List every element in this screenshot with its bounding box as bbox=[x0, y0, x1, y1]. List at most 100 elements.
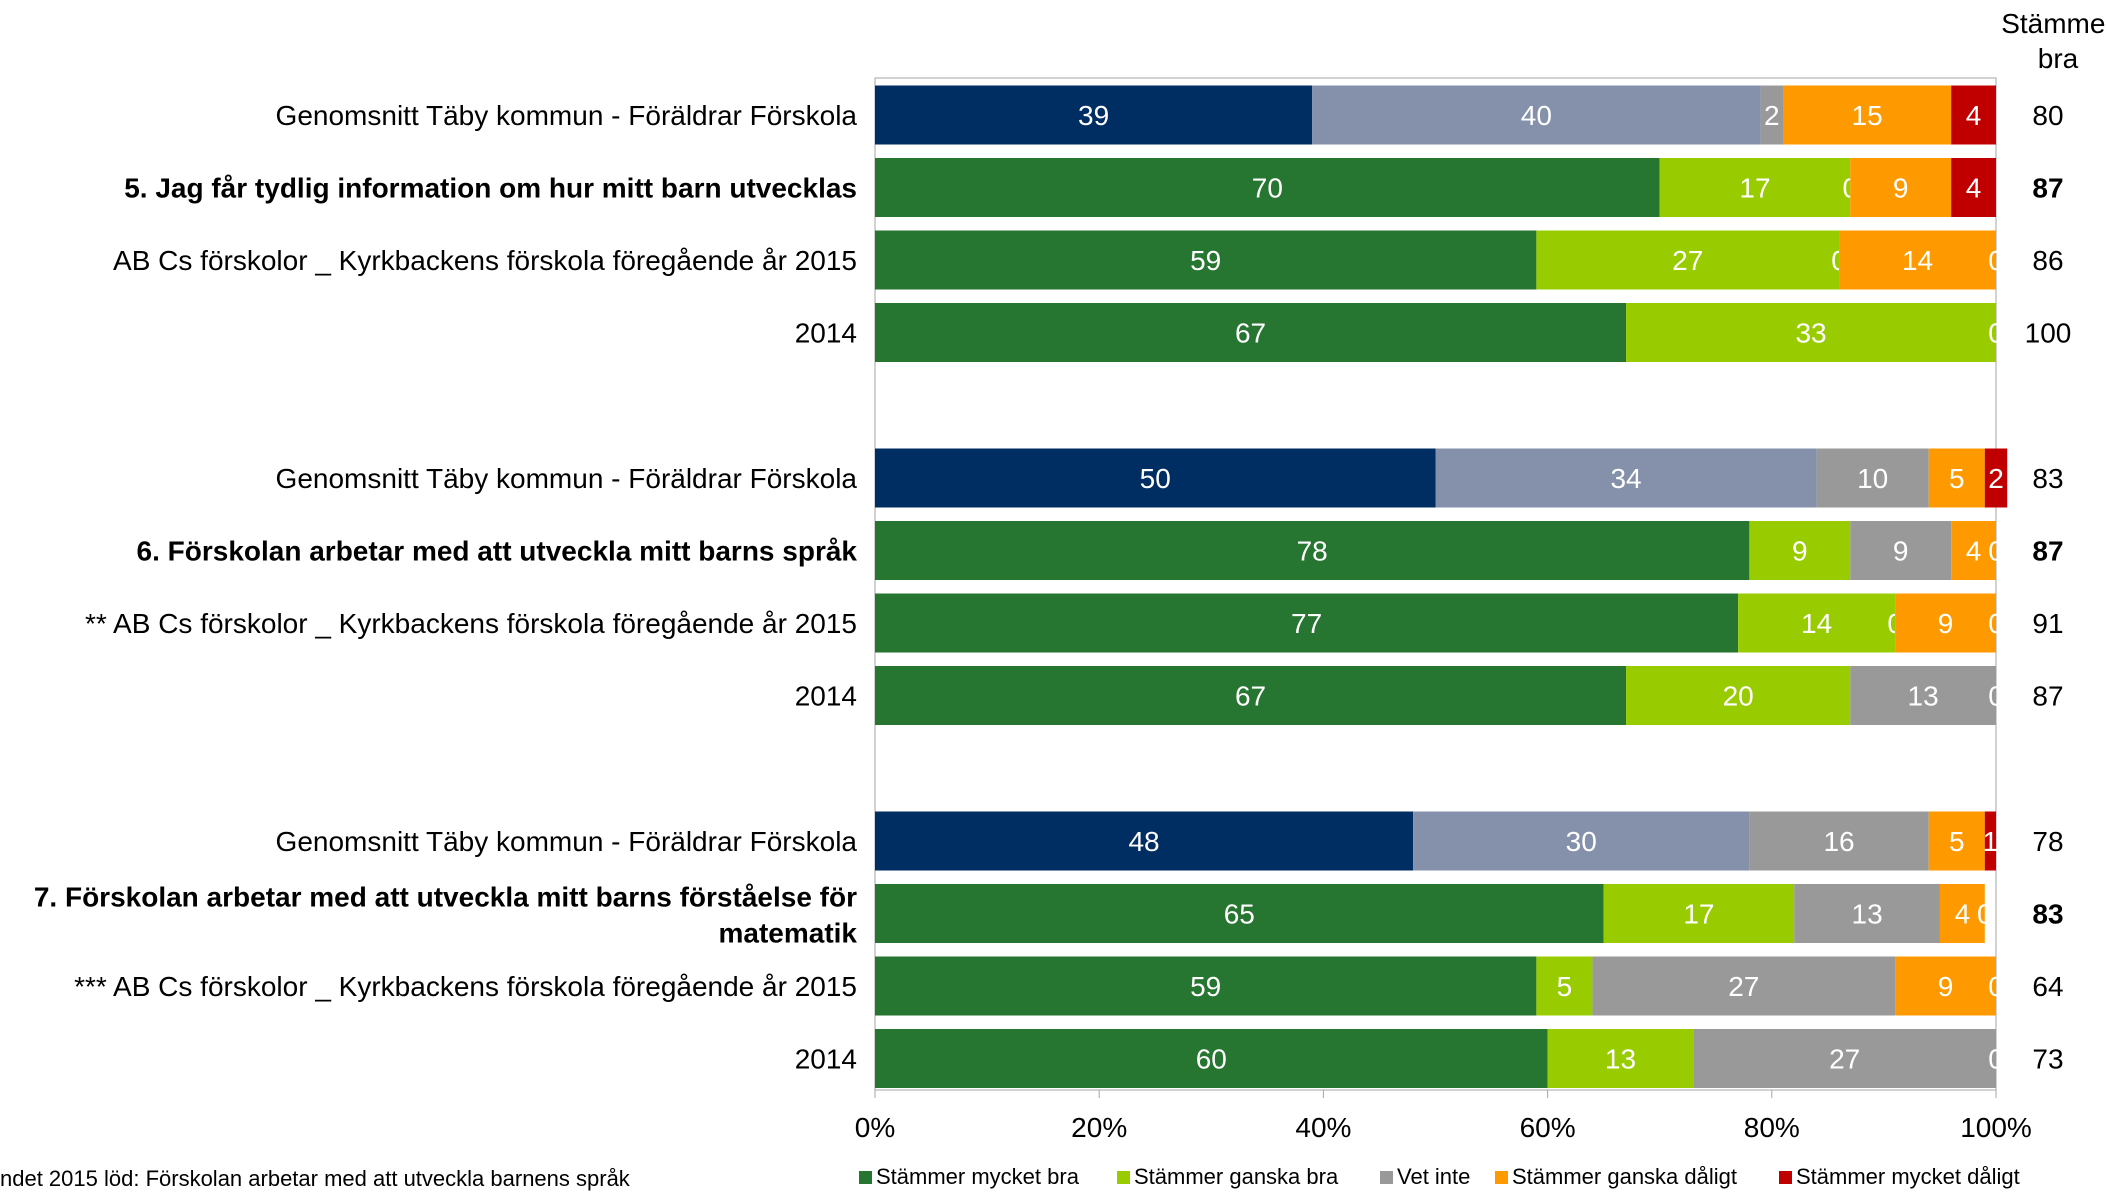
bar-segment bbox=[1783, 85, 1952, 145]
bar-segment bbox=[1592, 956, 1896, 1016]
data-label: 13 bbox=[1908, 681, 1939, 712]
bar-segment bbox=[1850, 158, 1952, 217]
data-label: 0 bbox=[1988, 681, 2004, 712]
bar-segment bbox=[875, 158, 1660, 217]
legend-swatch bbox=[1117, 1171, 1130, 1184]
bar-segment bbox=[1951, 521, 1996, 580]
legend-swatch bbox=[1779, 1171, 1792, 1184]
data-label: 13 bbox=[1605, 1044, 1636, 1075]
x-tick-label: 20% bbox=[1071, 1112, 1127, 1143]
right-column-header: Stämmer bbox=[2001, 8, 2107, 39]
legend-swatch bbox=[1380, 1171, 1393, 1184]
data-label: 17 bbox=[1739, 173, 1770, 204]
row-label: 2014 bbox=[795, 318, 857, 349]
data-label: 27 bbox=[1672, 245, 1703, 276]
data-label: 14 bbox=[1801, 608, 1832, 639]
total-value: 87 bbox=[2032, 173, 2063, 204]
data-label: 33 bbox=[1795, 318, 1826, 349]
row-label: *** AB Cs förskolor _ Kyrkbackens försko… bbox=[74, 971, 857, 1002]
data-label: 40 bbox=[1521, 100, 1552, 131]
x-tick-label: 80% bbox=[1744, 1112, 1800, 1143]
data-label: 77 bbox=[1291, 608, 1322, 639]
bar-segment bbox=[1626, 666, 1851, 725]
total-value: 80 bbox=[2032, 100, 2063, 131]
data-label: 1 bbox=[1983, 826, 1999, 857]
data-label: 4 bbox=[1966, 100, 1982, 131]
data-label: 14 bbox=[1902, 245, 1933, 276]
bar-segment bbox=[875, 811, 1414, 871]
x-tick-label: 100% bbox=[1960, 1112, 2032, 1143]
bar-segment bbox=[1626, 303, 1996, 362]
row-label: 5. Jag får tydlig information om hur mit… bbox=[124, 173, 857, 204]
data-label: 0 bbox=[1988, 1044, 2004, 1075]
bar-segment bbox=[1928, 811, 1985, 871]
bar-segment bbox=[1749, 811, 1929, 871]
data-label: 0 bbox=[1977, 899, 1993, 930]
bar-segment bbox=[1951, 85, 1996, 145]
bars: 3940215470170945927014067330503410527899… bbox=[875, 85, 2008, 1088]
data-label: 4 bbox=[1955, 899, 1971, 930]
row-labels: Genomsnitt Täby kommun - Föräldrar Försk… bbox=[34, 100, 858, 1075]
row-label: AB Cs förskolor _ Kyrkbackens förskola f… bbox=[113, 245, 857, 276]
bar-segment bbox=[1603, 884, 1795, 943]
data-label: 5 bbox=[1557, 971, 1573, 1002]
row-label: Genomsnitt Täby kommun - Föräldrar Försk… bbox=[276, 463, 858, 494]
data-label: 78 bbox=[1297, 536, 1328, 567]
total-value: 78 bbox=[2032, 826, 2063, 857]
data-label: 34 bbox=[1610, 463, 1641, 494]
data-label: 13 bbox=[1852, 899, 1883, 930]
bar-segment bbox=[1413, 811, 1750, 871]
bar-segment bbox=[1816, 448, 1929, 508]
legend-label: Stämmer ganska dåligt bbox=[1512, 1164, 1737, 1189]
total-value: 73 bbox=[2032, 1044, 2063, 1075]
data-label: 5 bbox=[1949, 463, 1965, 494]
x-tick-label: 40% bbox=[1295, 1112, 1351, 1143]
bar-segment bbox=[1850, 666, 1996, 725]
bar-segment bbox=[875, 1029, 1548, 1088]
row-label: ** AB Cs förskolor _ Kyrkbackens förskol… bbox=[85, 608, 857, 639]
bar-segment bbox=[875, 666, 1627, 725]
total-value: 87 bbox=[2032, 536, 2063, 567]
bar-segment bbox=[1547, 1029, 1694, 1088]
bar-segment bbox=[1659, 158, 1851, 217]
data-label: 5 bbox=[1949, 826, 1965, 857]
row-label: Genomsnitt Täby kommun - Föräldrar Försk… bbox=[276, 826, 858, 857]
row-label: 7. Förskolan arbetar med att utveckla mi… bbox=[34, 882, 857, 913]
data-label: 60 bbox=[1196, 1044, 1227, 1075]
bar-segment bbox=[875, 303, 1627, 362]
bar-segment bbox=[1928, 448, 1985, 508]
data-label: 17 bbox=[1683, 899, 1714, 930]
legend-label: Stämmer mycket bra bbox=[876, 1164, 1080, 1189]
row-label: 2014 bbox=[795, 681, 857, 712]
legend-swatch bbox=[859, 1171, 872, 1184]
data-label: 2 bbox=[1764, 100, 1780, 131]
data-label: 2 bbox=[1988, 463, 2004, 494]
legend-label: Stämmer mycket dåligt bbox=[1796, 1164, 2020, 1189]
legend-label: Vet inte bbox=[1397, 1164, 1470, 1189]
bar-segment bbox=[875, 85, 1313, 145]
bar-segment bbox=[1939, 884, 1985, 943]
x-tick-label: 60% bbox=[1520, 1112, 1576, 1143]
bar-segment bbox=[1839, 230, 1996, 290]
data-label: 0 bbox=[1988, 318, 2004, 349]
bar-segment bbox=[1760, 85, 1784, 145]
total-value: 83 bbox=[2032, 463, 2063, 494]
total-value: 64 bbox=[2032, 971, 2063, 1002]
data-label: 0 bbox=[1988, 536, 2004, 567]
bar-segment bbox=[1435, 448, 1817, 508]
bar-segment bbox=[875, 884, 1604, 943]
axes: 0% 20% 40% 60% 80% 100% bbox=[855, 1090, 2032, 1143]
right-column-header: bra bbox=[2038, 43, 2079, 74]
data-label: 10 bbox=[1857, 463, 1888, 494]
data-label: 9 bbox=[1938, 608, 1954, 639]
data-label: 9 bbox=[1893, 536, 1909, 567]
legend-label: Stämmer ganska bra bbox=[1134, 1164, 1339, 1189]
row-label: 2014 bbox=[795, 1044, 857, 1075]
data-label: 65 bbox=[1224, 899, 1255, 930]
bar-segment bbox=[875, 521, 1750, 580]
data-label: 39 bbox=[1078, 100, 1109, 131]
totals-column: 80 87 86 100 83 87 91 87 78 83 64 73 Stämmer bra bbox=[2001, 8, 2107, 1075]
data-label: 0 bbox=[1988, 608, 2004, 639]
data-label: 59 bbox=[1190, 245, 1221, 276]
total-value: 91 bbox=[2032, 608, 2063, 639]
